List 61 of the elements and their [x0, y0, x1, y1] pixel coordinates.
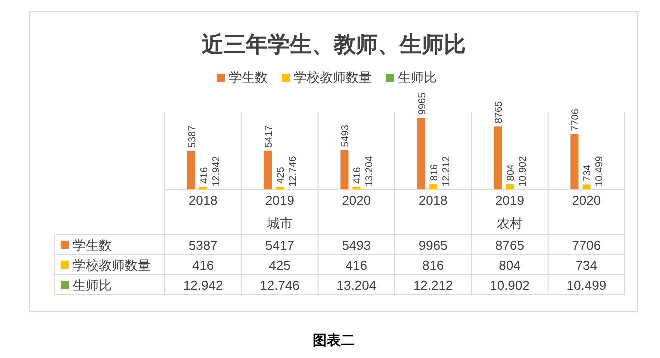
text: 10.499 [566, 278, 607, 293]
text: 城市 [266, 216, 293, 231]
legend-label: 学校教师数量 [294, 70, 372, 85]
text: 816 [422, 258, 444, 273]
bar [582, 184, 591, 190]
data-label: 12.746 [288, 156, 299, 187]
x-tick-label: 2018 [188, 193, 218, 208]
text: 5493 [342, 238, 372, 253]
data-label: 7706 [570, 108, 582, 132]
data-label: 8765 [494, 100, 505, 124]
category-label: 学校教师数量 [73, 258, 151, 273]
data-label: 12.942 [211, 156, 222, 187]
data-label: 734 [582, 164, 594, 182]
category-label: 学生数 [73, 238, 112, 253]
text: 12.746 [260, 278, 300, 293]
text: 425 [269, 258, 291, 273]
bar [340, 150, 349, 190]
x-tick-label: 2018 [418, 193, 448, 208]
bar [570, 134, 579, 190]
x-tick-label: 2020 [342, 193, 372, 208]
data-label: 5493 [340, 124, 352, 148]
data-label: 5387 [187, 125, 198, 148]
bar [264, 150, 272, 190]
text: 734 [576, 258, 598, 273]
text: 12.212 [413, 278, 454, 293]
text: 416 [346, 258, 368, 273]
text: 9965 [418, 238, 448, 253]
data-label: 12.212 [441, 156, 452, 187]
data-label: 425 [276, 166, 287, 184]
data-label: 13.204 [364, 156, 376, 187]
data-label: 5417 [264, 125, 275, 148]
bar [187, 151, 196, 190]
category-label: 生师比 [73, 278, 112, 293]
x-tick-label: 2019 [496, 193, 524, 208]
text: 416 [192, 258, 214, 273]
text: 8765 [496, 238, 524, 253]
x-tick-label: 2020 [572, 193, 602, 208]
legend-label: 学生数 [229, 70, 268, 85]
bar [506, 184, 514, 190]
legend-label: 生师比 [398, 70, 437, 85]
text: 农村 [497, 216, 523, 231]
data-label: 416 [199, 166, 210, 184]
text: 804 [499, 258, 521, 273]
text: 10.902 [490, 278, 530, 293]
data-label: 804 [506, 164, 517, 182]
data-label: 9965 [417, 92, 428, 115]
text: 5417 [266, 238, 294, 253]
data-label: 416 [352, 166, 364, 184]
data-label: 10.499 [594, 156, 606, 187]
text: 图表二 [313, 332, 355, 348]
bar [429, 184, 438, 190]
x-tick-label: 2019 [266, 193, 294, 208]
data-label: 816 [429, 164, 440, 182]
data-label: 10.902 [518, 156, 529, 187]
text: 5387 [188, 238, 218, 253]
chart-title: 近三年学生、教师、生师比 [201, 32, 466, 57]
bar [417, 118, 426, 190]
text: 12.942 [183, 278, 224, 293]
bar [494, 126, 502, 190]
text: 7706 [572, 238, 602, 253]
text: 13.204 [336, 278, 377, 293]
